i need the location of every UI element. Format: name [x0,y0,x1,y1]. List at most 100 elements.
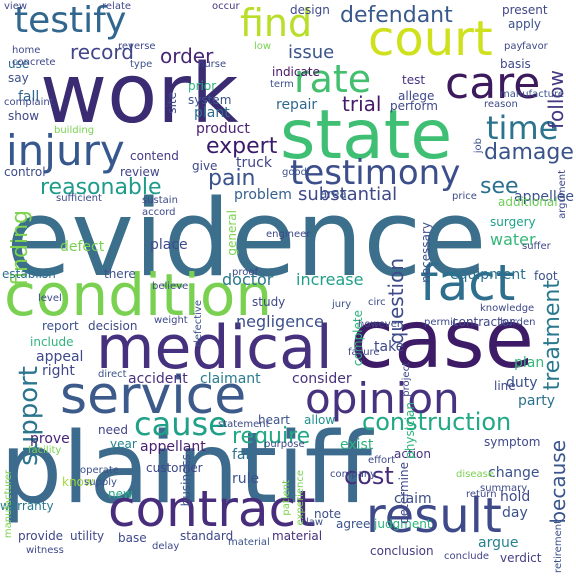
word: damage [484,140,574,165]
word: construction [362,408,512,436]
word: appellant [140,439,206,455]
word: reason [484,99,518,110]
word: testimony [290,153,461,193]
word: view [4,1,28,12]
word: case [350,293,534,386]
word: present [502,3,548,17]
word: verdict [500,551,542,565]
word: testify [14,0,127,41]
word: increase [296,270,364,289]
word: rule [232,471,260,487]
word: site [165,92,179,114]
word: term [270,79,294,90]
word: burden [500,317,536,328]
word: favor [522,41,548,52]
word: direct [98,369,127,380]
word: summary [480,483,528,494]
word: order [160,44,214,68]
word: circ [368,297,386,308]
word: evidence [6,177,487,300]
word: experience [295,470,306,526]
word: knowledge [480,303,535,314]
word: doctor [222,270,274,289]
word: judgment [374,517,432,531]
word: allege [398,89,435,103]
word: law [306,517,324,528]
word: study [252,295,286,309]
word: allow [304,413,336,427]
word: determine [397,462,411,524]
word: retirement [553,520,564,573]
word: fall [18,89,40,105]
word: engineer [266,229,311,240]
word: suffer [522,241,551,252]
word: contract [108,480,316,538]
word: general [225,210,239,256]
word: decision [88,319,138,333]
word: fact [420,254,516,312]
word: occur [212,1,240,12]
word: pay [504,41,523,52]
word: product [196,121,250,137]
word: system [188,93,232,107]
word: plan [514,355,545,371]
word: treatment [540,280,565,391]
word: business [179,454,193,507]
word: concrete [12,57,56,68]
word: day [502,505,528,521]
word: company [330,469,377,480]
word: water [490,230,536,249]
word: opinion [305,374,460,423]
word: defendant [340,3,453,28]
word: cause [134,405,228,443]
word: condition [4,261,273,329]
word: necessary [419,222,433,283]
word: use [8,57,30,71]
word: give [192,159,218,173]
word: believe [152,281,189,292]
word: claim [394,491,432,507]
word: physician [403,402,417,459]
word: type [130,59,153,70]
word: patient [281,480,292,516]
word: relate [102,1,132,12]
word: hold [500,489,531,505]
word: expert [206,134,278,159]
word: supply [84,477,117,488]
word: project [401,362,412,397]
word: line [494,379,516,393]
word: agree [336,517,371,531]
word: defective [193,300,204,347]
word: note [314,507,342,521]
word: appellee [514,189,574,205]
word: effort [368,455,396,466]
word: standard [180,529,234,543]
word: result [366,488,502,544]
word: year [110,437,137,451]
word: additional [498,195,558,209]
word: trial [342,92,382,116]
word: control [4,165,46,179]
word: witness [26,545,64,556]
word: apply [508,17,542,31]
word: truck [236,155,272,171]
word: level [38,293,62,304]
word: design [290,3,330,17]
word: conclude [444,551,490,562]
word: jury [332,299,352,310]
word: court [368,11,493,67]
word: consider [292,371,352,387]
word: action [394,447,431,461]
word: perform [390,99,438,113]
word: duty [506,375,538,391]
word: conclusion [370,544,434,558]
word: new [108,487,133,501]
word: manufacture [500,89,564,100]
word: warranty [0,499,54,513]
word: weight [154,315,188,326]
word: prove [30,431,70,447]
word: complaint [4,97,54,108]
word: test [402,73,426,87]
word: contractor [452,315,515,329]
